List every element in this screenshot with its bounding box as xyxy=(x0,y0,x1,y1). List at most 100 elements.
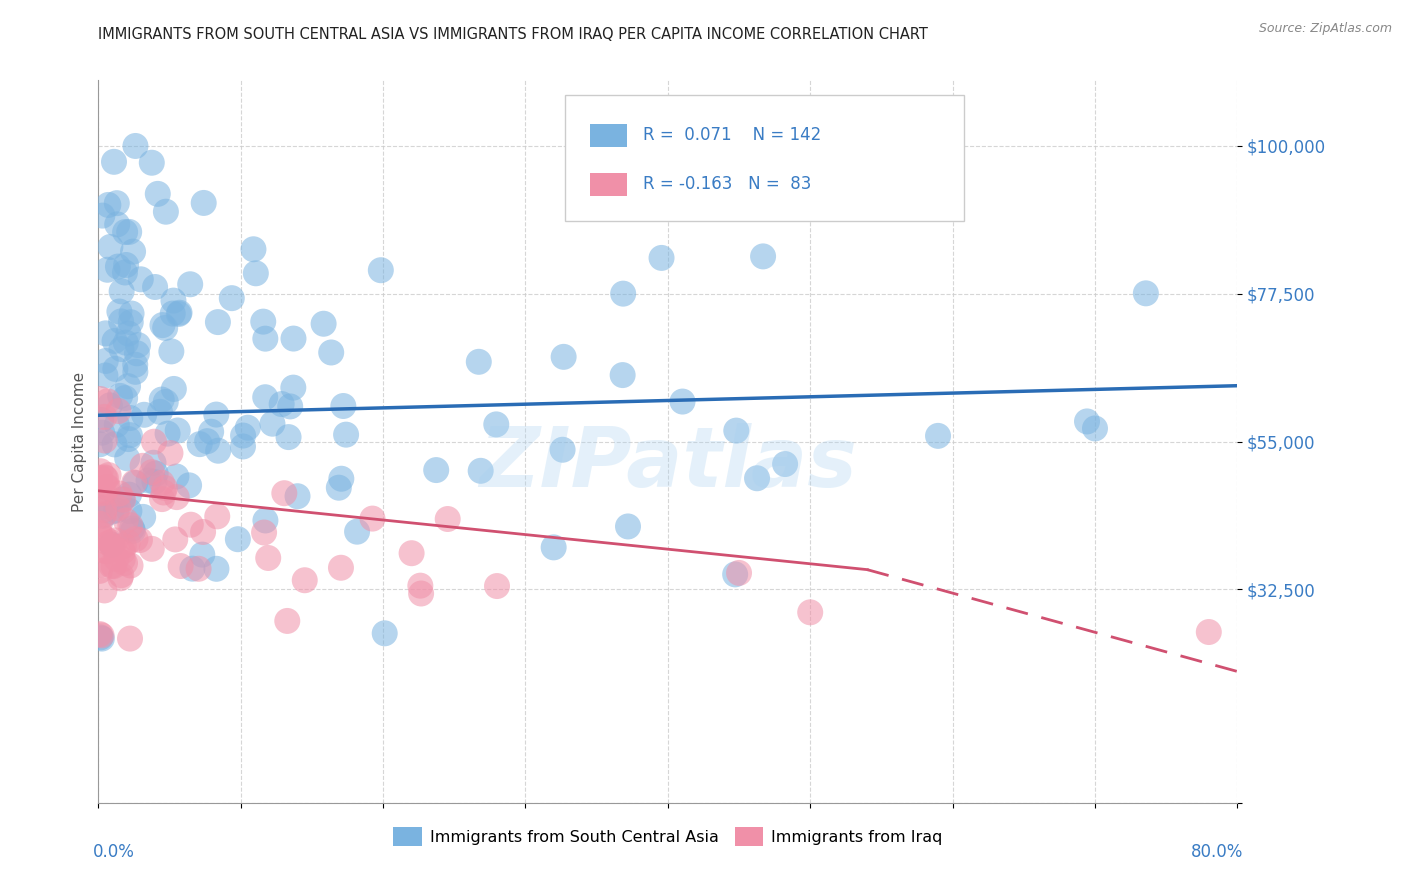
Point xyxy=(146,186,169,201)
Point xyxy=(374,626,396,640)
Point xyxy=(773,457,796,471)
Point xyxy=(436,512,458,526)
Point xyxy=(160,344,183,359)
Point xyxy=(1084,421,1107,435)
Point xyxy=(165,469,187,483)
Point xyxy=(112,492,135,507)
Point xyxy=(207,509,229,524)
Point xyxy=(162,307,184,321)
Point xyxy=(89,631,111,645)
Point xyxy=(150,475,173,490)
Text: IMMIGRANTS FROM SOUTH CENTRAL ASIA VS IMMIGRANTS FROM IRAQ PER CAPITA INCOME COR: IMMIGRANTS FROM SOUTH CENTRAL ASIA VS IM… xyxy=(98,27,928,42)
Point xyxy=(141,465,163,479)
Point xyxy=(207,443,229,458)
Text: ZIPatlas: ZIPatlas xyxy=(479,423,856,504)
Point xyxy=(96,394,118,409)
Point xyxy=(153,481,176,495)
Point xyxy=(91,209,114,223)
Point xyxy=(254,513,277,527)
Point xyxy=(118,225,141,239)
Point xyxy=(118,487,141,501)
Point xyxy=(200,425,222,439)
Point xyxy=(117,535,139,549)
Point xyxy=(89,500,111,515)
Point xyxy=(111,552,134,566)
Point xyxy=(253,525,276,540)
Point xyxy=(177,478,200,492)
Point xyxy=(120,558,142,573)
Point xyxy=(1135,286,1157,301)
Point xyxy=(90,413,112,427)
Point xyxy=(191,524,214,539)
Point xyxy=(179,277,201,292)
Point xyxy=(1198,625,1220,640)
Point xyxy=(96,262,118,277)
Point xyxy=(276,614,298,628)
Point xyxy=(114,225,136,239)
Point xyxy=(105,552,128,566)
Point xyxy=(93,502,115,516)
Point xyxy=(724,567,747,582)
Point xyxy=(115,258,138,272)
Point xyxy=(105,503,128,517)
Point xyxy=(98,398,121,412)
Point xyxy=(799,605,821,619)
Text: 0.0%: 0.0% xyxy=(93,843,135,861)
Point xyxy=(105,417,128,432)
Point xyxy=(118,632,141,646)
Point xyxy=(927,429,949,443)
Point xyxy=(100,505,122,519)
Point xyxy=(191,548,214,562)
Point xyxy=(330,472,353,486)
Point xyxy=(94,471,117,485)
Point xyxy=(97,468,120,483)
Point xyxy=(117,432,139,446)
Point xyxy=(93,543,115,558)
Point xyxy=(169,306,191,320)
Point xyxy=(93,486,115,500)
Point xyxy=(221,291,243,305)
Point xyxy=(107,260,129,274)
Point xyxy=(110,571,132,585)
Point xyxy=(125,346,148,360)
Point xyxy=(411,586,433,600)
Point xyxy=(138,474,160,488)
Point xyxy=(89,437,111,451)
Point xyxy=(118,504,141,518)
Text: Source: ZipAtlas.com: Source: ZipAtlas.com xyxy=(1258,22,1392,36)
Point xyxy=(100,558,122,573)
Legend: Immigrants from South Central Asia, Immigrants from Iraq: Immigrants from South Central Asia, Immi… xyxy=(387,821,949,853)
Point xyxy=(167,307,190,321)
Point xyxy=(114,514,136,528)
Point xyxy=(1076,414,1098,428)
Point xyxy=(612,368,634,382)
Point xyxy=(330,560,353,574)
Point xyxy=(486,579,509,593)
Point xyxy=(89,525,111,540)
Point xyxy=(89,558,111,573)
Point xyxy=(335,427,357,442)
Point xyxy=(166,424,188,438)
Point xyxy=(107,404,129,418)
Point xyxy=(122,475,145,490)
Point xyxy=(278,400,301,414)
Point xyxy=(115,451,138,466)
Point xyxy=(111,285,134,299)
Point xyxy=(89,486,111,500)
Point xyxy=(195,434,218,449)
Point xyxy=(93,583,115,598)
Point xyxy=(118,428,141,442)
Point xyxy=(97,536,120,550)
Point xyxy=(159,446,181,460)
Point xyxy=(252,315,274,329)
Point xyxy=(94,354,117,368)
Point xyxy=(745,471,768,485)
Point xyxy=(149,405,172,419)
Point xyxy=(129,272,152,286)
Point xyxy=(226,532,249,546)
Point xyxy=(425,463,447,477)
FancyBboxPatch shape xyxy=(591,124,627,147)
Point xyxy=(96,544,118,558)
Point xyxy=(312,317,335,331)
Point xyxy=(93,434,115,448)
